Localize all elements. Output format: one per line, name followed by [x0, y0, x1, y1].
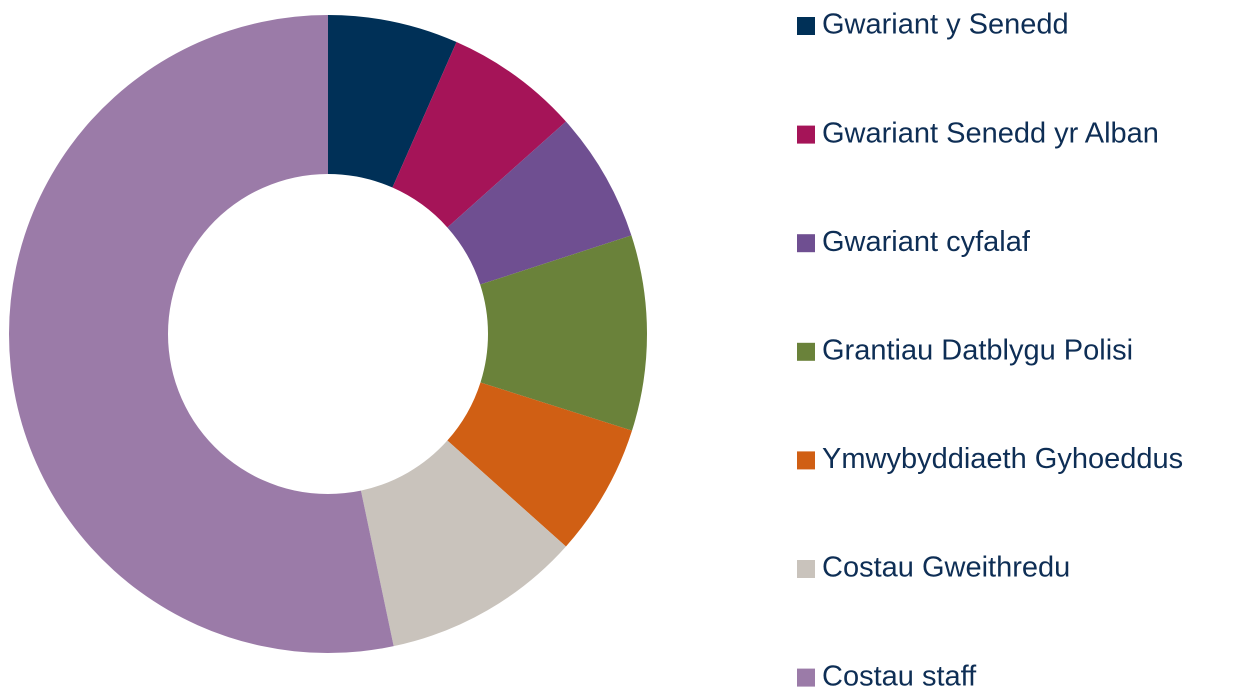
donut-segment — [8, 15, 394, 654]
donut-segment — [447, 382, 633, 547]
donut-segment — [392, 42, 566, 228]
legend-swatch — [797, 125, 815, 144]
legend-label: Costau staff — [822, 660, 977, 689]
legend-swatch — [797, 451, 815, 470]
legend-label: Ymwybyddiaeth Gyhoeddus — [822, 443, 1183, 475]
legend-label: Gwariant y Senedd — [822, 9, 1069, 41]
legend-label: Costau Gweithredu — [822, 552, 1070, 584]
donut-segment — [360, 440, 566, 647]
legend-swatch — [797, 17, 815, 35]
legend-swatch — [797, 560, 815, 578]
legend-label: Gwariant Senedd yr Alban — [822, 117, 1159, 149]
legend-label: Gwariant cyfalaf — [822, 226, 1031, 258]
legend-swatch — [797, 668, 815, 687]
donut-segment — [447, 121, 632, 285]
legend-swatch — [797, 342, 815, 361]
legend-label: Grantiau Datblygu Polisi — [822, 334, 1133, 366]
donut-segment — [328, 15, 457, 188]
legend-swatch — [797, 234, 815, 253]
donut-segment — [480, 235, 647, 431]
